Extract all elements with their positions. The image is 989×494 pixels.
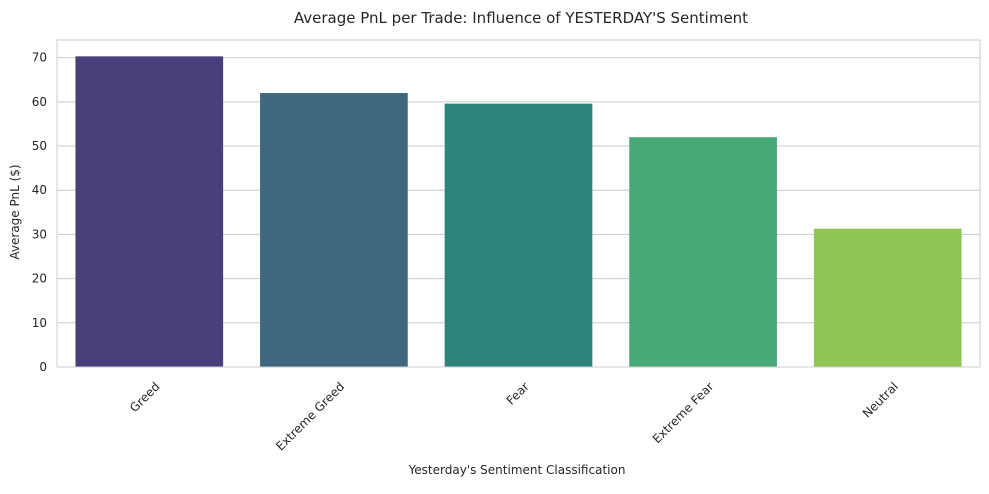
x-tick-labels: Greed Extreme Greed Fear Extreme Fear Neutra… bbox=[127, 379, 901, 453]
bar-neutral bbox=[813, 228, 962, 367]
plot-frame bbox=[56, 39, 981, 368]
y-tick-label: 0 bbox=[39, 360, 47, 374]
x-tick-label: Extreme Fear bbox=[650, 379, 717, 446]
x-tick-label: Neutral bbox=[860, 379, 901, 420]
x-axis-label: Yesterday's Sentiment Classification bbox=[408, 463, 626, 477]
bar-fear bbox=[444, 103, 593, 367]
bar-extreme-fear bbox=[629, 137, 777, 367]
x-tick-label: Greed bbox=[127, 379, 163, 415]
y-tick-label: 20 bbox=[32, 272, 47, 286]
y-tick-label: 70 bbox=[32, 51, 47, 65]
y-tick-label: 60 bbox=[32, 95, 47, 109]
y-tick-label: 50 bbox=[32, 139, 47, 153]
y-tick-labels: 0 10 20 30 40 50 60 70 bbox=[32, 51, 47, 374]
x-tick-label: Fear bbox=[504, 379, 532, 407]
y-tick-label: 10 bbox=[32, 316, 47, 330]
y-tick-label: 40 bbox=[32, 183, 47, 197]
bar-extreme-greed bbox=[260, 93, 408, 367]
y-axis-label: Average PnL ($) bbox=[8, 164, 22, 259]
bars bbox=[75, 56, 962, 367]
x-tick-label: Extreme Greed bbox=[273, 379, 347, 453]
chart-title: Average PnL per Trade: Influence of YEST… bbox=[294, 9, 748, 27]
y-tick-label: 30 bbox=[32, 227, 47, 241]
bar-greed bbox=[75, 56, 224, 367]
